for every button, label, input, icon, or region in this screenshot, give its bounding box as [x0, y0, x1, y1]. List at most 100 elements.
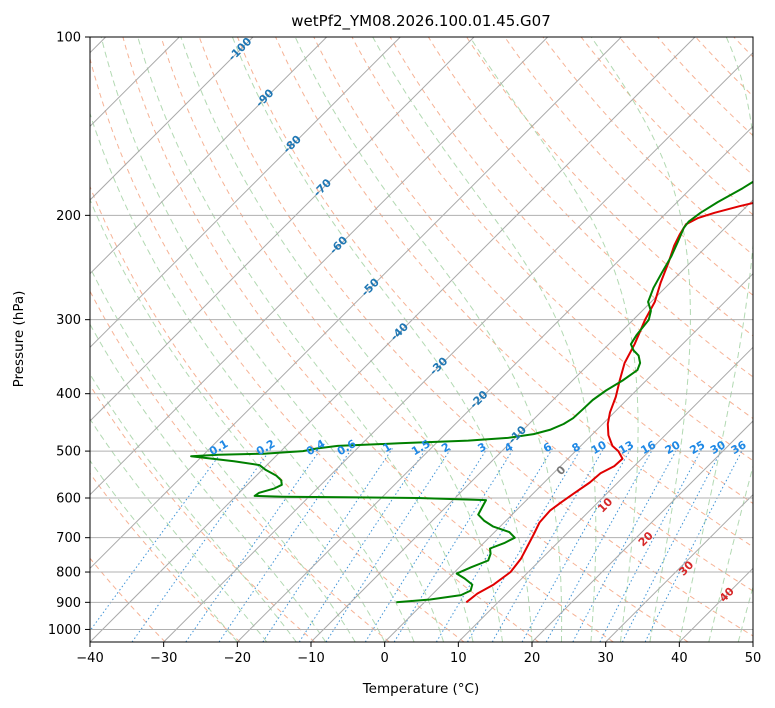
y-tick-label: 200: [56, 209, 81, 224]
mixing-ratio-label: 16: [638, 438, 658, 457]
dry-adiabat-label: -20: [467, 388, 490, 411]
mixing-ratio-label: 36: [729, 438, 749, 457]
dry-adiabat: [90, 56, 540, 642]
mixing-ratio-label: 1: [381, 440, 394, 455]
mixing-ratio-label: 1.5: [409, 437, 432, 458]
y-tick-label: 500: [56, 445, 81, 460]
moist-adiabat: [90, 323, 327, 642]
series-layer: [190, 180, 753, 604]
dry-adiabat: [237, 37, 753, 592]
isotherm: [90, 37, 254, 201]
mixing-ratio-line: [644, 448, 744, 642]
isotherm: [605, 493, 753, 642]
plot-frame: [89, 36, 754, 643]
moist-adiabat: [294, 37, 563, 642]
dry-adiabat: [90, 472, 241, 642]
moist-adiabat: [180, 37, 503, 642]
background-lines: [90, 37, 753, 642]
mixing-ratio-line: [435, 448, 553, 642]
x-tick-label: 40: [671, 651, 688, 666]
mixing-ratio-label: 0.2: [254, 437, 277, 458]
isotherm: [310, 199, 753, 642]
dry-adiabat: [90, 557, 166, 642]
dewpoint-profile-line: [190, 180, 753, 604]
isotherm: [384, 272, 753, 642]
mixing-ratio-label: 30: [708, 438, 728, 457]
x-tick-label: 0: [381, 651, 389, 666]
isotherm: [90, 37, 475, 422]
x-tick-label: −40: [76, 651, 103, 666]
x-tick-label: −30: [150, 651, 177, 666]
dry-adiabat: [351, 37, 753, 462]
moist-adiabat: [90, 266, 356, 642]
mixing-ratio-label: 25: [687, 438, 707, 457]
mixing-ratio-label: 0.4: [304, 437, 328, 458]
moist-adiabat: [90, 198, 386, 642]
moist-adiabat: [678, 37, 753, 642]
mixing-ratio-line: [364, 448, 488, 642]
y-axis-label: Pressure (hPa): [11, 291, 27, 388]
x-tick-label: 20: [524, 651, 541, 666]
y-tick-label: 800: [56, 566, 81, 581]
dry-adiabat: [504, 37, 753, 296]
y-tick-label: 300: [56, 313, 81, 328]
mixing-ratio-label: 2: [439, 440, 452, 455]
moist-adiabat: [90, 373, 297, 642]
moist-adiabat: [469, 37, 639, 642]
moist-adiabat: [372, 37, 597, 642]
dry-adiabat: [90, 384, 316, 642]
isotherm: [90, 37, 401, 349]
mixing-ratio-line: [621, 448, 723, 642]
moist-adiabat: [708, 464, 753, 642]
isotherm: [236, 125, 753, 642]
isotherm: [90, 37, 549, 496]
y-axis: 100 200 300 400 500 600 700 800 900 1000: [48, 31, 90, 638]
mixing-ratio-line: [599, 448, 703, 642]
mixing-ratio-line: [298, 448, 427, 642]
isotherm: [90, 37, 696, 642]
moist-adiabat: [90, 418, 268, 642]
moist-adiabat: [737, 585, 753, 642]
moist-adiabat: [90, 111, 415, 642]
y-tick-label: 600: [56, 492, 81, 507]
mixing-ratio-line: [218, 448, 353, 642]
isotherm: [163, 51, 753, 642]
mixing-ratio-line: [90, 448, 225, 632]
y-tick-label: 700: [56, 531, 81, 546]
dry-adiabat-label: -60: [327, 233, 350, 256]
dry-adiabat: [160, 37, 689, 642]
x-tick-label: 30: [597, 651, 614, 666]
dry-adiabat: [427, 37, 753, 378]
mixing-ratio-label: 10: [589, 438, 609, 457]
dry-adiabat: [733, 37, 753, 58]
x-tick-label: −20: [224, 651, 251, 666]
y-tick-label: 1000: [48, 623, 81, 638]
moist-adiabat-label: 20: [636, 529, 656, 549]
dry-adiabat: [198, 37, 753, 637]
mixing-ratio-line: [185, 448, 322, 642]
mixing-ratio-line: [491, 448, 605, 642]
dry-adiabat: [657, 37, 753, 137]
mixing-ratio-line: [393, 448, 515, 642]
isotherm: [90, 37, 622, 570]
y-tick-label: 100: [56, 31, 81, 46]
mixing-ratio-line: [572, 448, 678, 642]
isotherm: [457, 346, 753, 642]
moist-adiabat: [231, 37, 533, 642]
y-tick-label: 900: [56, 596, 81, 611]
isotherm: [752, 641, 753, 642]
dry-adiabat: [90, 185, 465, 642]
dry-adiabat: [90, 290, 390, 642]
isotherm: [90, 37, 328, 275]
moist-adiabat-label: 30: [676, 558, 696, 578]
y-tick-label: 400: [56, 387, 81, 402]
isotherm: [531, 420, 753, 642]
x-axis-label: Temperature (°C): [362, 681, 480, 697]
dry-adiabat: [542, 37, 753, 256]
moist-adiabat: [590, 37, 691, 642]
mixing-ratio-line: [325, 448, 452, 642]
dry-adiabat: [695, 37, 753, 97]
dry-adiabat: [313, 37, 753, 505]
mixing-ratio-line: [131, 448, 272, 642]
